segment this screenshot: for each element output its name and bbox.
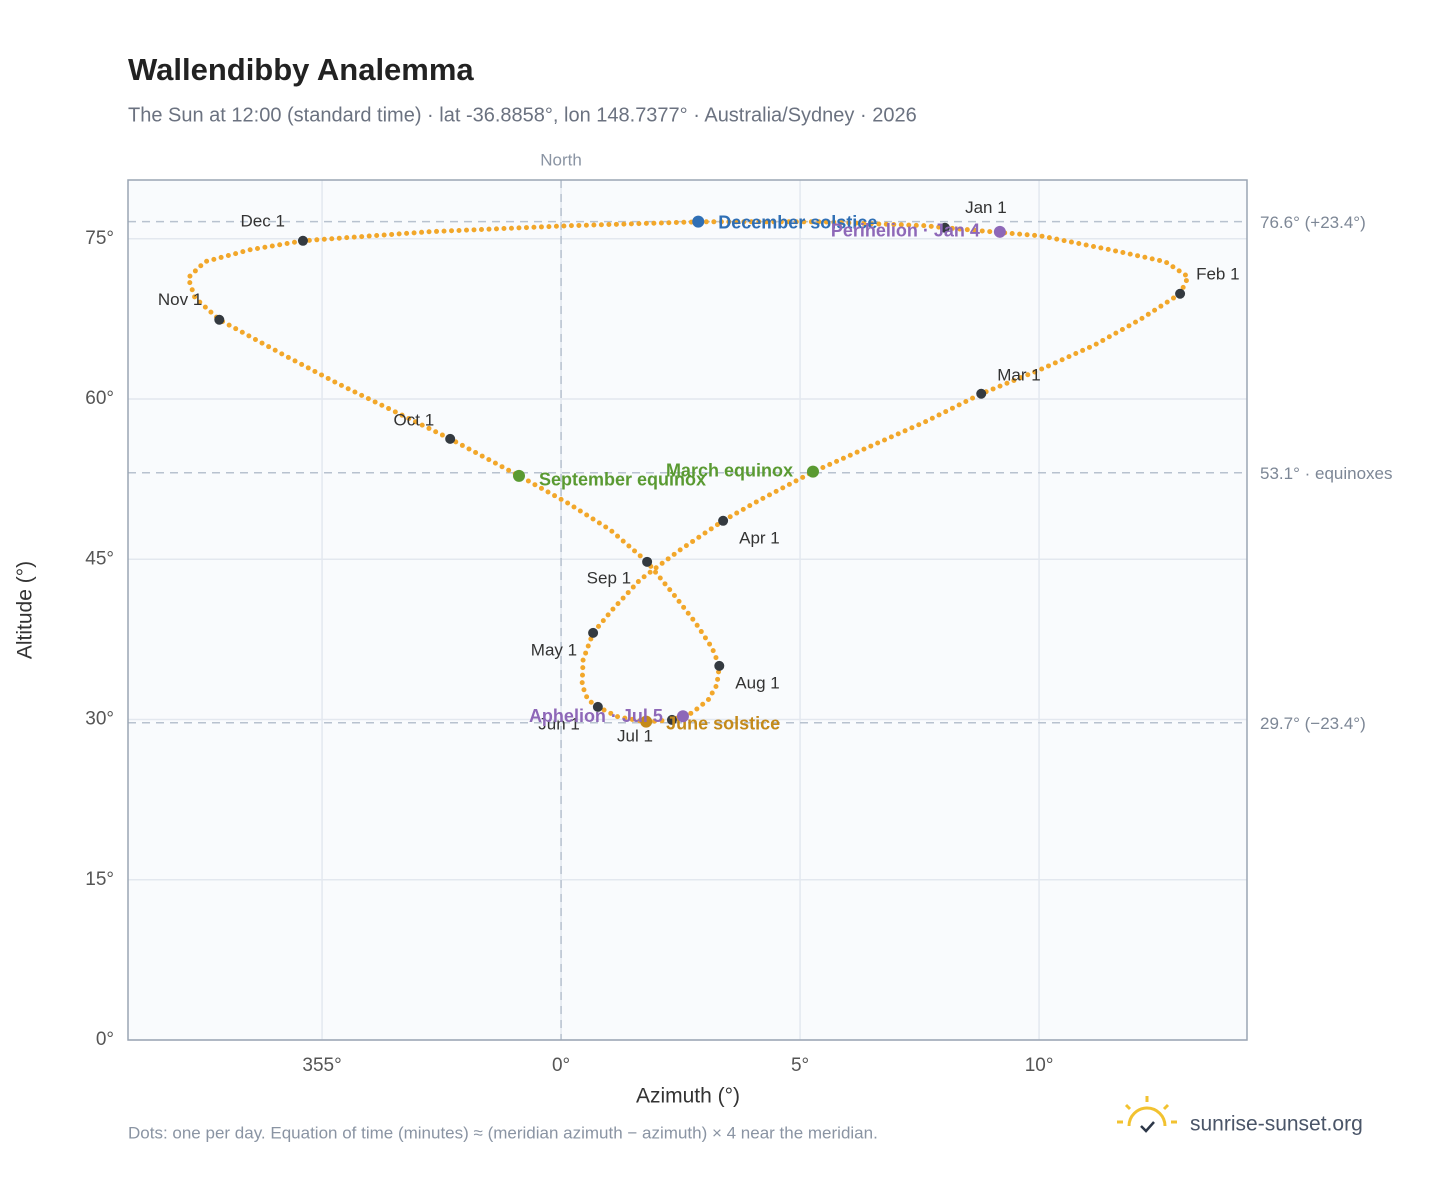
month-marker xyxy=(718,515,729,526)
month-marker xyxy=(976,388,987,399)
month-marker xyxy=(592,701,603,712)
meridian-label: North xyxy=(540,150,582,169)
event-label: December solstice xyxy=(718,212,877,232)
month-marker xyxy=(642,556,653,567)
y-tick-label: 15° xyxy=(85,869,114,890)
event-marker xyxy=(676,710,689,723)
event-marker xyxy=(640,715,653,728)
month-marker xyxy=(214,314,225,325)
month-marker xyxy=(714,660,725,671)
reference-label: 53.1° · equinoxes xyxy=(1260,464,1393,483)
month-label: Jul 1 xyxy=(617,726,653,745)
month-label: Jun 1 xyxy=(538,714,580,733)
x-tick-label: 5° xyxy=(791,1055,809,1076)
month-label: Oct 1 xyxy=(394,410,435,429)
month-marker xyxy=(445,433,456,444)
y-tick-label: 60° xyxy=(85,388,114,409)
plot-layer: Jan 1 Feb 1 Mar 1 Apr 1 May 1 Jun 1 Jul 1 Aug 1… xyxy=(128,180,1247,1041)
month-label: May 1 xyxy=(531,640,577,659)
event-label: September equinox xyxy=(539,470,706,490)
month-label: Dec 1 xyxy=(241,211,285,230)
chart-subtitle: The Sun at 12:00 (standard time) · lat -… xyxy=(128,104,917,126)
event-label: Aphelion · Jul 5 xyxy=(529,706,663,726)
plot-border xyxy=(127,179,1248,1041)
month-marker xyxy=(588,627,599,638)
event-label: June solstice xyxy=(666,713,780,733)
month-marker xyxy=(297,235,308,246)
brand-text: sunrise-sunset.org xyxy=(1190,1113,1363,1136)
month-label: Feb 1 xyxy=(1196,264,1239,283)
event-label: March equinox xyxy=(666,460,793,480)
event-marker xyxy=(692,215,705,228)
month-marker xyxy=(1175,288,1186,299)
y-tick-label: 30° xyxy=(85,709,114,730)
event-label: Perihelion · Jan 4 xyxy=(831,221,980,241)
y-tick-label: 0° xyxy=(96,1029,114,1050)
y-axis-label: Altitude (°) xyxy=(14,561,37,659)
x-tick-label: 10° xyxy=(1025,1055,1054,1076)
month-marker xyxy=(939,222,950,233)
analemma-dots xyxy=(185,219,1191,725)
y-tick-label: 75° xyxy=(85,228,114,249)
reference-label: 29.7° (−23.4°) xyxy=(1260,714,1366,733)
reference-label: 76.6° (+23.4°) xyxy=(1260,213,1366,232)
plot-area xyxy=(128,180,1247,1040)
month-label: Sep 1 xyxy=(587,568,631,587)
brand-logo xyxy=(1117,1096,1177,1133)
month-label: Mar 1 xyxy=(997,365,1040,384)
month-label: Apr 1 xyxy=(739,528,780,547)
event-marker xyxy=(993,225,1006,238)
event-marker xyxy=(806,465,819,478)
month-label: Jan 1 xyxy=(965,198,1007,217)
x-axis-label: Azimuth (°) xyxy=(636,1085,740,1108)
footnote: Dots: one per day. Equation of time (min… xyxy=(128,1123,878,1142)
month-label: Nov 1 xyxy=(158,290,202,309)
chart-title: Wallendibby Analemma xyxy=(128,52,474,87)
x-tick-label: 0° xyxy=(552,1055,570,1076)
month-marker xyxy=(666,714,677,725)
month-label: Aug 1 xyxy=(735,673,779,692)
x-tick-label: 355° xyxy=(302,1055,341,1076)
y-tick-label: 45° xyxy=(85,548,114,569)
event-marker xyxy=(513,469,526,482)
